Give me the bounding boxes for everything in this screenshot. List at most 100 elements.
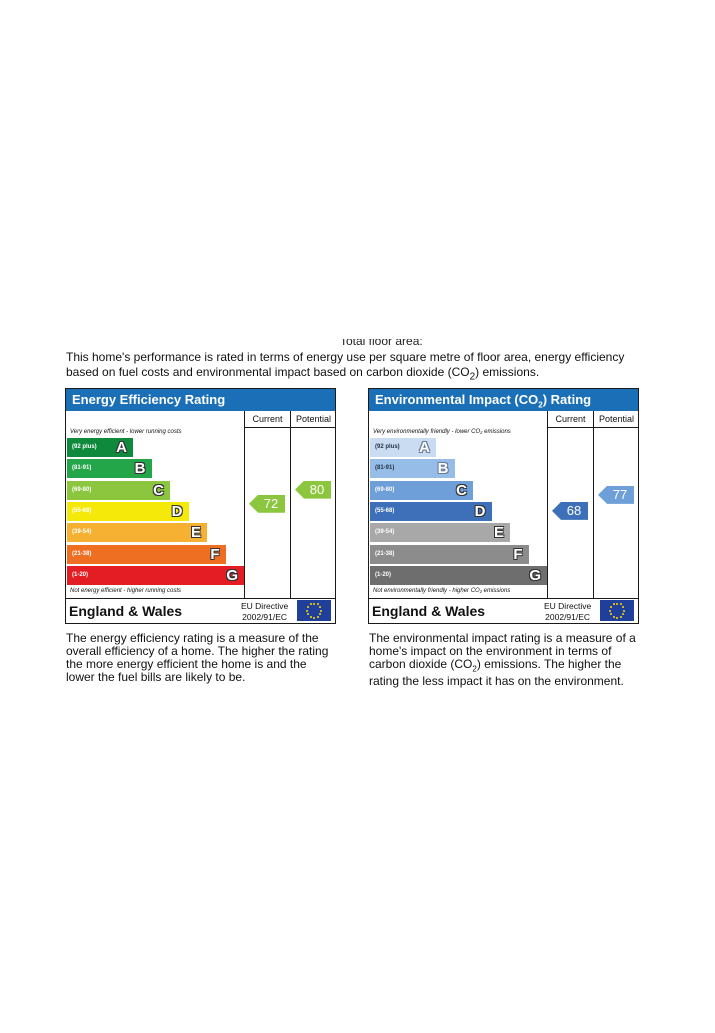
intro-paragraph: This home's performance is rated in term… [66,350,646,384]
band-b: (81-91) B [370,459,455,479]
band-range: (39-54) [375,529,395,536]
eu-star [612,603,615,606]
band-b: (81-91) B [67,459,152,479]
band-d: (55-68) D [67,501,189,521]
intro-line-1: This home's performance is rated in term… [66,350,625,364]
eu-star [319,613,322,615]
band-letter: E [190,524,201,542]
intro-sub: 2 [469,371,476,383]
eu-star [313,602,315,605]
band-letter: B [437,460,449,478]
eu-star [306,606,309,608]
band-letter: G [529,566,541,584]
band-letter: D [474,502,486,520]
band-a: (92 plus) A [370,438,436,457]
potential-column-header: Potential [295,414,332,424]
column-divider [244,411,245,598]
energy-description: The energy efficiency rating is a measur… [66,631,329,684]
band-range: (1-20) [375,571,392,578]
eu-star [619,603,622,606]
band-range: (55-68) [375,507,395,514]
eu-flag-icon [297,600,331,621]
eu-star [612,615,615,618]
band-letter: C [153,481,164,499]
eu-star [306,609,308,612]
bottom-note: Not energy efficient - higher running co… [70,588,182,594]
column-divider [593,411,594,598]
band-letter: F [210,545,220,563]
header-line [244,427,336,428]
column-divider [290,411,291,598]
eu-directive: EU Directive 2002/91/EC [544,601,592,622]
band-range: (1-20) [72,571,89,578]
potential-column-header: Potential [598,414,635,424]
eu-star [309,603,312,606]
band-letter: E [493,524,504,542]
eu-star [619,615,622,618]
current-column-header: Current [555,414,586,424]
current-rating-arrow: 68 [552,501,588,520]
band-letter: G [226,566,238,584]
band-range: (21-38) [72,550,92,557]
energy-efficiency-chart: Energy Efficiency Rating Current Potenti… [65,388,336,624]
region-label: England & Wales [372,603,486,619]
intro-line-2-end: ) emissions. [475,365,540,379]
band-e: (39-54) E [370,523,510,543]
band-c: (69-80) C [370,480,473,500]
eu-star [316,603,319,606]
band-range: (81-91) [375,465,395,472]
footer-line [369,598,638,599]
band-range: (69-80) [375,486,395,493]
band-e: (39-54) E [67,523,207,543]
eu-star [306,613,309,615]
eu-star [623,609,625,612]
potential-rating-arrow: 80 [295,480,331,499]
band-f: (21-38) F [67,544,226,564]
band-letter: F [513,545,523,563]
band-range: (55-68) [72,507,92,514]
band-a: (92 plus) A [67,438,133,457]
intro-line-2: based on fuel costs and environmental im… [66,365,470,379]
top-note: Very environmentally friendly - lower CO… [373,429,511,435]
impact-description: The environmental impact rating is a mea… [369,631,636,689]
eu-star [616,616,618,619]
bottom-note: Not environmentally friendly - higher CO… [373,588,511,594]
eu-star [609,606,612,608]
footer-line [66,598,335,599]
band-letter: A [419,439,430,456]
band-range: (21-38) [375,550,395,557]
eu-star [316,615,319,618]
band-letter: A [116,439,127,456]
band-range: (39-54) [72,529,92,536]
column-divider [547,411,548,598]
band-letter: D [171,502,183,520]
band-g: (1-20) G [67,565,244,585]
eu-star [609,613,612,615]
band-g: (1-20) G [370,565,547,585]
eu-star [313,616,315,619]
band-letter: C [456,481,467,499]
environmental-impact-chart: Environmental Impact (CO2) Rating Curren… [368,388,639,624]
chart-title: Energy Efficiency Rating [66,389,335,411]
top-note: Very energy efficient - lower running co… [70,429,182,435]
header-line [547,427,639,428]
band-letter: B [134,460,146,478]
eu-star [609,609,611,612]
eu-directive: EU Directive 2002/91/EC [241,601,289,622]
band-range: (81-91) [72,465,92,472]
current-rating-arrow: 72 [249,494,285,513]
eu-star [319,606,322,608]
eu-star [616,602,618,605]
band-c: (69-80) C [67,480,170,500]
eu-star [622,613,625,615]
chart-title: Environmental Impact (CO2) Rating [369,389,638,411]
eu-star [320,609,322,612]
band-f: (21-38) F [370,544,529,564]
eu-star [309,615,312,618]
current-column-header: Current [252,414,283,424]
eu-star [622,606,625,608]
region-label: England & Wales [69,603,183,619]
eu-flag-icon [600,600,634,621]
band-d: (55-68) D [370,501,492,521]
band-range: (69-80) [72,486,92,493]
